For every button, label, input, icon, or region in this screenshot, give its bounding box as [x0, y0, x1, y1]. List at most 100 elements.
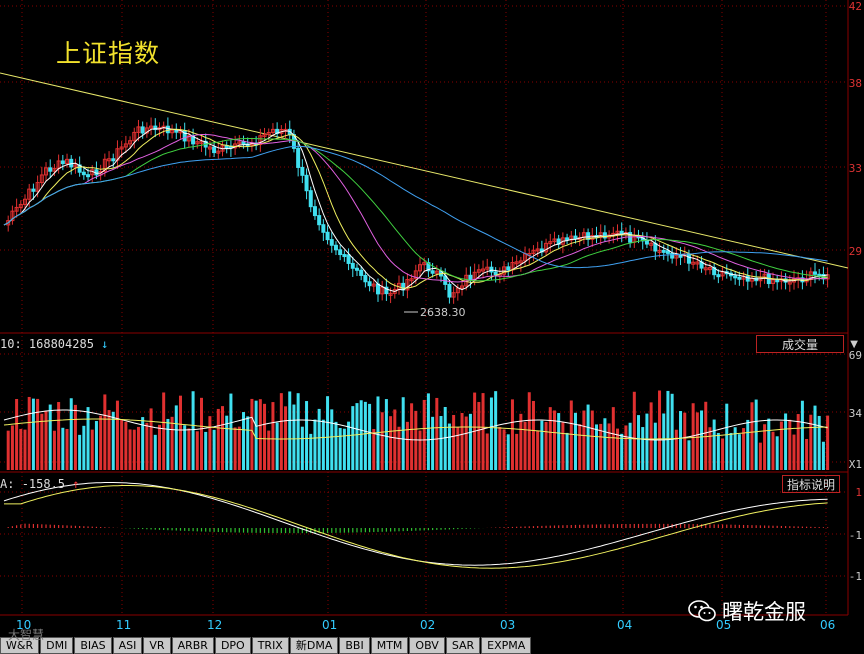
candle-body	[451, 292, 456, 298]
volume-bar	[313, 419, 317, 470]
volume-bar	[662, 413, 666, 470]
candle-body	[27, 188, 32, 200]
volume-bar	[742, 428, 746, 470]
volume-bar	[73, 404, 77, 470]
volume-bar	[225, 415, 229, 470]
volume-bar	[19, 428, 23, 470]
volume-bar	[439, 416, 443, 470]
volume-bar	[611, 407, 615, 470]
candle-body	[342, 254, 347, 258]
candle-body	[737, 276, 742, 280]
volume-bar	[435, 397, 439, 470]
volume-bar	[90, 429, 94, 470]
tab-new-dma[interactable]: 新DMA	[289, 637, 339, 654]
volume-bar	[658, 390, 662, 470]
volume-bar	[393, 409, 397, 470]
tab-trix[interactable]: TRIX	[251, 637, 289, 654]
volume-bar	[708, 427, 712, 470]
tab-bias[interactable]: BIAS	[74, 637, 112, 654]
volume-bar	[250, 398, 254, 470]
volume-bar	[637, 415, 641, 470]
tab-sar[interactable]: SAR	[445, 637, 481, 654]
tab-dpo[interactable]: DPO	[214, 637, 251, 654]
tab-mtm[interactable]: MTM	[370, 637, 409, 654]
volume-bar	[279, 393, 283, 470]
volume-bar	[86, 407, 90, 470]
month-label: 12	[207, 618, 223, 632]
volume-bar	[170, 416, 174, 470]
volume-bar	[452, 414, 456, 470]
volume-bar	[44, 410, 48, 470]
tab-bbi[interactable]: BBI	[339, 637, 370, 654]
tab-asi[interactable]: ASI	[112, 637, 143, 654]
volume-bar	[691, 403, 695, 470]
candle-body	[18, 203, 23, 208]
volume-bar	[128, 429, 132, 470]
macd-tick-3: -1	[848, 570, 862, 583]
candle-body	[86, 174, 91, 178]
candle-body	[170, 129, 175, 134]
candle-body	[363, 274, 368, 283]
month-label: 01	[322, 618, 338, 632]
volume-bar	[355, 403, 359, 470]
candle-body	[707, 267, 712, 271]
volume-bar	[263, 403, 267, 470]
candle-body	[329, 239, 334, 246]
candle-body	[670, 252, 675, 259]
volume-bar	[115, 400, 119, 470]
candle-body	[186, 135, 191, 142]
candle-body	[506, 266, 511, 271]
candle-body	[241, 141, 246, 145]
tab-dmi[interactable]: DMI	[40, 637, 74, 654]
tab-expma[interactable]: EXPMA	[481, 637, 532, 654]
volume-bar	[750, 402, 754, 470]
candle-body	[460, 285, 465, 289]
candle-body	[31, 188, 36, 192]
candle-body	[434, 270, 439, 274]
volume-bar	[422, 399, 426, 470]
volume-bar	[821, 441, 825, 470]
candle-body	[367, 281, 372, 287]
tab-obv[interactable]: OBV	[409, 637, 445, 654]
candle-body	[216, 150, 221, 154]
volume-bar	[405, 421, 409, 470]
volume-bar	[48, 404, 52, 470]
volume-bar	[569, 400, 573, 470]
volume-bar	[191, 391, 195, 470]
volume-bar	[725, 403, 729, 470]
candle-body	[644, 240, 649, 245]
volume-bar	[82, 425, 86, 470]
volume-bar	[498, 427, 502, 470]
candle-body	[787, 281, 792, 285]
indicator-select[interactable]: 成交量 ▼	[756, 335, 858, 353]
watermark: 曙乾金服	[688, 596, 806, 626]
volume-bar	[716, 432, 720, 470]
volume-bar	[111, 411, 115, 470]
indicator-help-button[interactable]: 指标说明	[782, 475, 840, 493]
volume-bar	[548, 407, 552, 470]
candle-body	[615, 230, 620, 234]
month-label: 04	[617, 618, 633, 632]
volume-bar	[132, 429, 136, 470]
volume-bar	[557, 413, 561, 470]
candle-body	[308, 190, 313, 208]
volume-bar	[145, 422, 149, 470]
month-label: 03	[500, 618, 516, 632]
volume-bar	[628, 422, 632, 470]
tab-vr[interactable]: VR	[143, 637, 171, 654]
candle-body	[422, 262, 427, 266]
tab-arbr[interactable]: ARBR	[171, 637, 214, 654]
volume-bar	[27, 396, 31, 470]
volume-bar	[632, 391, 636, 470]
volume-bar	[767, 418, 771, 470]
watermark-secondary: 大智慧	[8, 628, 45, 642]
volume-bar	[447, 423, 451, 470]
candle-body	[674, 254, 679, 259]
candle-body	[354, 267, 359, 271]
candle-body	[111, 158, 116, 162]
candle-body	[6, 220, 11, 226]
candle-body	[502, 266, 507, 275]
volume-tick-3: X1	[848, 458, 862, 471]
candle-body	[81, 171, 86, 176]
